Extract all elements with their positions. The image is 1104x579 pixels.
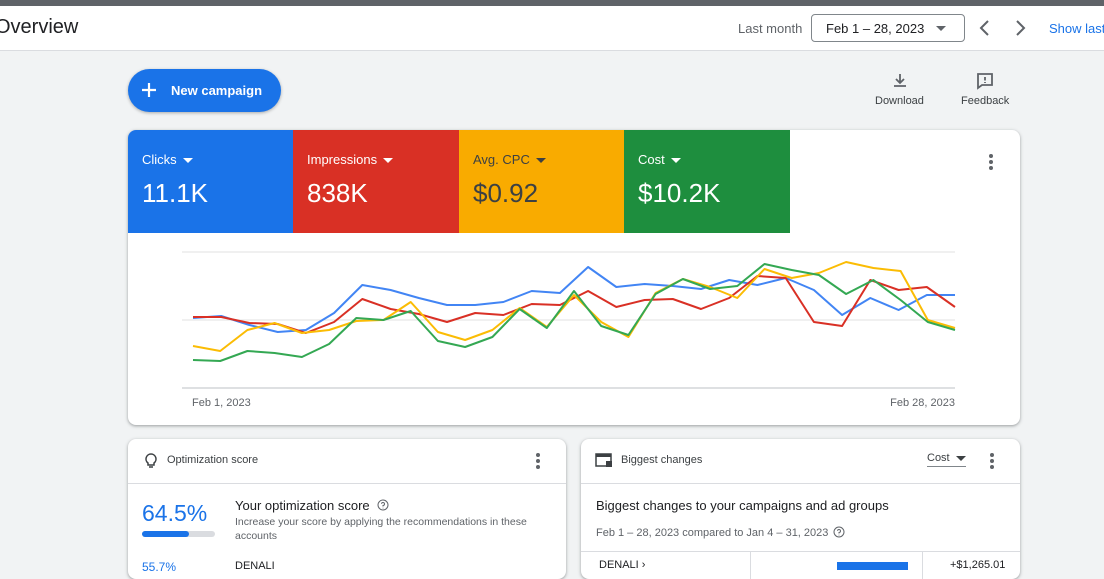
nav-arrows[interactable] bbox=[976, 18, 1030, 38]
more-menu[interactable] bbox=[536, 453, 540, 471]
new-campaign-button[interactable]: New campaign bbox=[128, 69, 281, 112]
page-title: Overview bbox=[0, 16, 79, 38]
show-last[interactable]: Show last bbox=[1049, 21, 1104, 36]
row-value: +$1,265.01 bbox=[950, 559, 1006, 571]
metric-value: $10.2K bbox=[638, 178, 721, 208]
metric-label: Cost bbox=[638, 152, 681, 167]
date-dropdown[interactable]: Feb 1 – 28, 2023 bbox=[811, 14, 965, 42]
trend-line bbox=[193, 275, 956, 334]
score-heading: Your optimization score bbox=[235, 498, 389, 513]
metric-label: Clicks bbox=[142, 152, 193, 167]
metric-dropdown[interactable]: Cost bbox=[927, 452, 966, 467]
new-campaign-label: New campaign bbox=[171, 83, 263, 98]
x-start-label: Feb 1, 2023 bbox=[192, 397, 251, 409]
column-divider bbox=[750, 551, 751, 579]
column-divider bbox=[922, 551, 923, 579]
metric-value: 838K bbox=[307, 178, 368, 208]
changes-heading: Biggest changes to your campaigns and ad… bbox=[596, 498, 889, 513]
divider bbox=[128, 483, 566, 484]
x-end-label: Feb 28, 2023 bbox=[890, 397, 955, 409]
range-label: Last month bbox=[738, 21, 803, 36]
metric-tile[interactable]: Avg. CPC $0.92 bbox=[459, 130, 625, 233]
metric-value: 11.1K bbox=[142, 178, 209, 208]
metric-tile[interactable]: Cost $10.2K bbox=[624, 130, 790, 233]
score-bar bbox=[142, 531, 190, 537]
trend-line bbox=[192, 263, 956, 362]
metric-value: $0.92 bbox=[473, 178, 539, 208]
more-menu[interactable] bbox=[990, 453, 994, 471]
card-title: Optimization score bbox=[167, 454, 259, 466]
feedback-label[interactable]: Feedback bbox=[961, 95, 1010, 107]
trend-line bbox=[192, 266, 955, 333]
trend-line bbox=[192, 261, 956, 352]
more-menu[interactable] bbox=[989, 154, 993, 172]
metric-label: Avg. CPC bbox=[473, 152, 546, 167]
trend-chart: Feb 1, 2023 Feb 28, 2023 bbox=[182, 251, 956, 409]
score-track bbox=[142, 531, 215, 537]
plus-icon bbox=[142, 83, 156, 97]
top-bar bbox=[0, 0, 1104, 6]
feedback-icon[interactable] bbox=[976, 72, 994, 90]
score: 64.5% bbox=[142, 500, 208, 526]
help-icon[interactable] bbox=[377, 499, 389, 511]
optimization-card: Optimization score 64.5% Your optimizati… bbox=[128, 439, 566, 579]
changes-icon bbox=[595, 453, 612, 467]
download-label[interactable]: Download bbox=[875, 95, 924, 107]
bulb-icon bbox=[145, 453, 157, 468]
change-bar bbox=[837, 562, 908, 570]
row-name: DENALI bbox=[235, 560, 275, 572]
score-description: Increase your score by applying the reco… bbox=[235, 516, 527, 542]
changes-card: Biggest changes Cost Biggest changes to … bbox=[581, 439, 1020, 579]
table-divider bbox=[581, 551, 1020, 552]
performance-card: Clicks 11.1K Impressions 838K Avg. CPC $0.9… bbox=[128, 130, 1020, 425]
comparison: Feb 1 – 28, 2023 compared to Jan 4 – 31,… bbox=[596, 526, 845, 539]
header: Overview Last month Feb 1 – 28, 2023 Sho… bbox=[0, 6, 1104, 51]
row-name[interactable]: DENALI › bbox=[599, 559, 646, 571]
help-icon[interactable] bbox=[833, 526, 845, 538]
divider bbox=[581, 483, 1020, 484]
card-title: Biggest changes bbox=[621, 454, 703, 466]
metric-label: Impressions bbox=[307, 152, 394, 167]
date-range: Feb 1 – 28, 2023 bbox=[826, 21, 925, 36]
metric-tile[interactable]: Impressions 838K bbox=[293, 130, 459, 233]
dropdown-caret bbox=[936, 26, 946, 31]
metric-tile[interactable]: Clicks 11.1K bbox=[128, 130, 294, 233]
download-icon[interactable] bbox=[891, 72, 909, 90]
row-score: 55.7% bbox=[142, 560, 177, 574]
